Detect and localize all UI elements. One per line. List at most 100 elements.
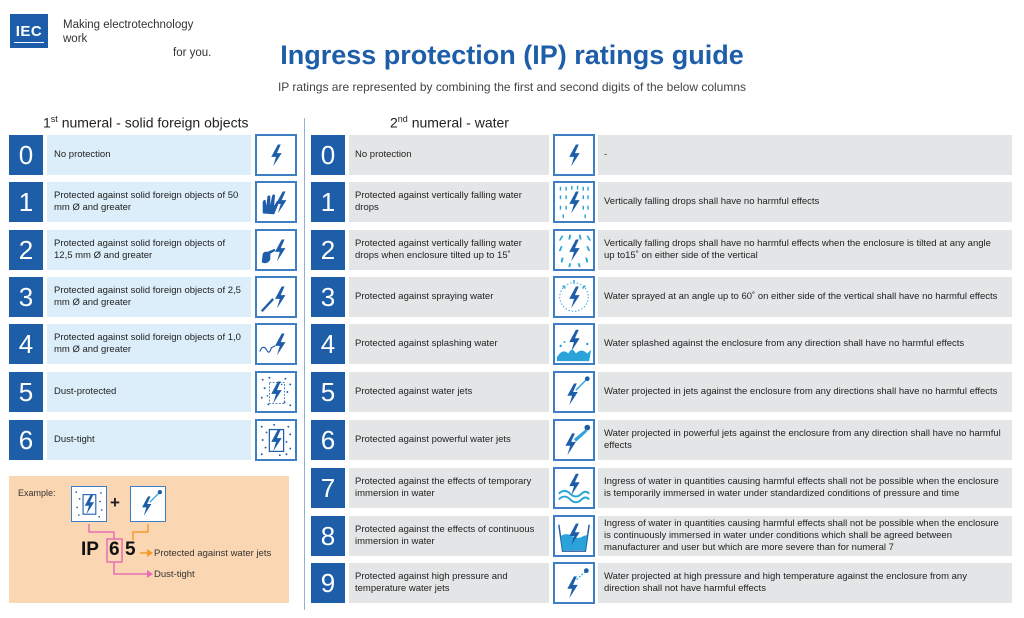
water-row-5: 5 Protected against water jets Water pro… — [311, 371, 1012, 413]
solids-label: Dust-tight — [47, 420, 251, 460]
water-numeral: 3 — [311, 277, 345, 317]
powerful-jet-icon — [553, 419, 595, 461]
water-label: Protected against water jets — [349, 372, 549, 412]
dust-tight-icon — [255, 419, 297, 461]
water-jet-icon — [130, 486, 166, 522]
solids-label: Protected against solid foreign objects … — [47, 230, 251, 270]
hand-icon — [255, 181, 297, 223]
solids-label: Protected against solid foreign objects … — [47, 277, 251, 317]
page-subtitle: IP ratings are represented by combining … — [277, 80, 747, 94]
solids-row-6: 6 Dust-tight — [9, 419, 299, 461]
example-digit-2-meaning: Protected against water jets — [154, 548, 272, 559]
solids-row-2: 2 Protected against solid foreign object… — [9, 229, 299, 271]
solids-label: Protected against solid foreign objects … — [47, 324, 251, 364]
solids-row-0: 0 No protection — [9, 134, 299, 176]
water-heading-sup: nd — [397, 114, 408, 124]
water-label: Protected against powerful water jets — [349, 420, 549, 460]
water-description: - — [598, 135, 1012, 175]
water-label: Protected against vertically falling wat… — [349, 182, 549, 222]
solids-numeral: 0 — [9, 135, 43, 175]
water-row-4: 4 Protected against splashing water Wate… — [311, 323, 1012, 365]
water-jet-icon — [553, 371, 595, 413]
water-description: Ingress of water in quantities causing h… — [598, 468, 1012, 508]
water-label: Protected against the effects of continu… — [349, 516, 549, 556]
example-digit-1-meaning: Dust-tight — [154, 569, 195, 580]
water-numeral: 0 — [311, 135, 345, 175]
temporary-immersion-icon — [553, 467, 595, 509]
water-row-2: 2 Protected against vertically falling w… — [311, 229, 1012, 271]
example-ip-prefix: IP — [81, 539, 99, 560]
lightning-icon — [255, 134, 297, 176]
solids-label: Protected against solid foreign objects … — [47, 182, 251, 222]
water-description: Water splashed against the enclosure fro… — [598, 324, 1012, 364]
water-label: Protected against spraying water — [349, 277, 549, 317]
solids-numeral: 2 — [9, 230, 43, 270]
solids-heading-sup: st — [50, 114, 58, 124]
column-divider — [304, 118, 305, 610]
solids-row-3: 3 Protected against solid foreign object… — [9, 276, 299, 318]
water-label: Protected against high pressure and temp… — [349, 563, 549, 603]
continuous-immersion-icon — [553, 515, 595, 557]
water-numeral: 7 — [311, 468, 345, 508]
water-numeral: 2 — [311, 230, 345, 270]
tagline-line-1: Making electrotechnology work — [63, 19, 194, 45]
water-numeral: 8 — [311, 516, 345, 556]
tool-icon — [255, 276, 297, 318]
example-label: Example: — [18, 488, 56, 498]
tagline-line-2: for you. — [173, 47, 212, 59]
water-row-3: 3 Protected against spraying water Water… — [311, 276, 1012, 318]
wire-icon — [255, 323, 297, 365]
water-row-7: 7 Protected against the effects of tempo… — [311, 467, 1012, 509]
water-numeral: 9 — [311, 563, 345, 603]
water-description: Vertically falling drops shall have no h… — [598, 230, 1012, 270]
high-pressure-jet-icon — [553, 562, 595, 604]
example-connectors — [88, 524, 153, 578]
water-description: Vertically falling drops shall have no h… — [598, 182, 1012, 222]
water-label: Protected against splashing water — [349, 324, 549, 364]
solids-heading-text: numeral - solid foreign objects — [57, 114, 249, 131]
example-digit-2: 5 — [125, 539, 136, 560]
dust-icon — [255, 371, 297, 413]
tilted-drops-icon — [553, 229, 595, 271]
solids-numeral: 6 — [9, 420, 43, 460]
solids-label: Dust-protected — [47, 372, 251, 412]
water-numeral: 6 — [311, 420, 345, 460]
water-label: Protected against the effects of tempora… — [349, 468, 549, 508]
example-digit-1: 6 — [109, 539, 120, 560]
water-heading-num: 2 — [390, 114, 398, 131]
water-row-6: 6 Protected against powerful water jets … — [311, 419, 1012, 461]
water-description: Ingress of water in quantities causing h… — [598, 516, 1012, 556]
solids-numeral: 3 — [9, 277, 43, 317]
page-title: Ingress protection (IP) ratings guide — [280, 40, 744, 70]
water-numeral: 5 — [311, 372, 345, 412]
solids-heading-num: 1 — [43, 114, 51, 131]
solids-row-1: 1 Protected against solid foreign object… — [9, 181, 299, 223]
water-column-heading: 2nd numeral - water — [390, 114, 509, 131]
water-numeral: 4 — [311, 324, 345, 364]
water-numeral: 1 — [311, 182, 345, 222]
finger-icon — [255, 229, 297, 271]
solids-row-5: 5 Dust-protected — [9, 371, 299, 413]
water-description: Water projected in powerful jets against… — [598, 420, 1012, 460]
vertical-drops-icon — [553, 181, 595, 223]
solids-column-heading: 1st numeral - solid foreign objects — [43, 114, 248, 131]
iec-logo: IEC — [10, 14, 48, 48]
water-description: Water projected at high pressure and hig… — [598, 563, 1012, 603]
example-plus: + — [110, 493, 120, 512]
water-row-8: 8 Protected against the effects of conti… — [311, 515, 1012, 557]
solids-label: No protection — [47, 135, 251, 175]
solids-numeral: 1 — [9, 182, 43, 222]
water-description: Water projected in jets against the encl… — [598, 372, 1012, 412]
water-row-9: 9 Protected against high pressure and te… — [311, 562, 1012, 604]
lightning-icon — [553, 134, 595, 176]
solids-row-4: 4 Protected against solid foreign object… — [9, 323, 299, 365]
splashing-water-icon — [553, 323, 595, 365]
water-description: Water sprayed at an angle up to 60˚ on e… — [598, 277, 1012, 317]
solids-numeral: 4 — [9, 324, 43, 364]
example-box: Example: + IP 6 5 Protected against wate… — [9, 476, 289, 603]
spraying-water-icon — [553, 276, 595, 318]
water-label: Protected against vertically falling wat… — [349, 230, 549, 270]
solids-numeral: 5 — [9, 372, 43, 412]
tagline: Making electrotechnology work for you. — [63, 18, 213, 60]
water-heading-text: numeral - water — [407, 114, 509, 131]
